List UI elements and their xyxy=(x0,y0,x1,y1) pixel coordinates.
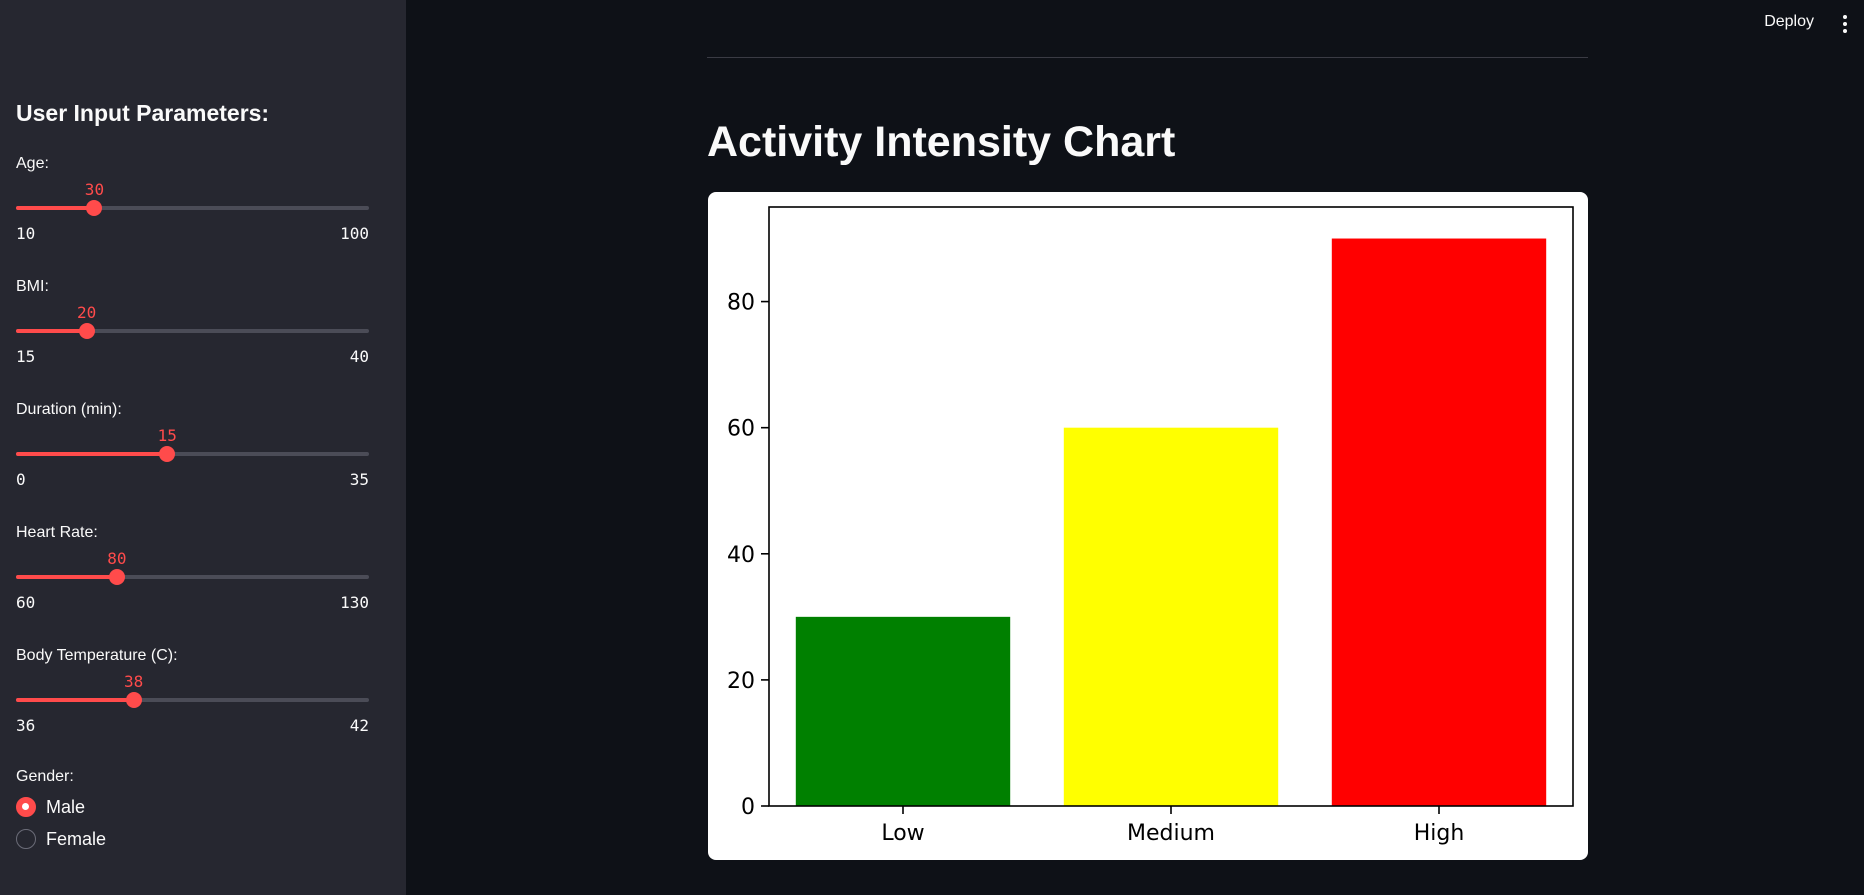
gender-radio-group: Gender: Male Female xyxy=(16,768,106,850)
duration-slider-max: 35 xyxy=(349,470,369,489)
body-temperature-slider-label: Body Temperature (C): xyxy=(16,647,178,664)
deploy-button[interactable]: Deploy xyxy=(1764,13,1814,30)
divider xyxy=(707,57,1588,58)
heart-rate-slider-max: 130 xyxy=(340,593,369,612)
age-slider-min: 10 xyxy=(16,224,36,243)
heart-rate-slider-label: Heart Rate: xyxy=(16,524,98,541)
sidebar: User Input Parameters: Age: 30 10 100 BM… xyxy=(0,0,406,895)
age-slider-fill xyxy=(16,206,95,210)
body-temperature-slider-min: 36 xyxy=(16,716,36,735)
radio-unselected-icon[interactable] xyxy=(16,829,36,849)
duration-slider-track[interactable] xyxy=(16,446,369,462)
gender-option-female[interactable]: Female xyxy=(16,828,106,850)
duration-slider-min: 0 xyxy=(16,470,26,489)
x-tick-label-high: High xyxy=(1414,821,1465,846)
body-temperature-slider[interactable]: Body Temperature (C): 38 36 42 xyxy=(16,647,369,757)
bar-high xyxy=(1331,238,1547,807)
gender-option-female-label: Female xyxy=(46,828,107,849)
bmi-slider-min: 15 xyxy=(16,347,36,366)
gender-option-male[interactable]: Male xyxy=(16,796,106,818)
duration-slider-value: 15 xyxy=(157,426,177,445)
heart-rate-slider[interactable]: Heart Rate: 80 60 130 xyxy=(16,524,369,634)
bmi-slider-track[interactable] xyxy=(16,323,369,339)
age-slider-max: 100 xyxy=(340,224,369,243)
y-tick-label-20: 20 xyxy=(727,669,755,694)
y-tick-label-40: 40 xyxy=(727,543,755,568)
chart-card: 0 20 40 60 80 Low Medium High xyxy=(708,192,1588,860)
duration-slider-label: Duration (min): xyxy=(16,401,122,418)
heart-rate-slider-min: 60 xyxy=(16,593,36,612)
body-temperature-slider-track[interactable] xyxy=(16,692,369,708)
bar-chart: 0 20 40 60 80 Low Medium High xyxy=(727,206,1574,846)
bmi-slider-thumb[interactable] xyxy=(78,323,95,339)
body-temperature-slider-fill xyxy=(16,698,134,702)
duration-slider-fill xyxy=(16,452,168,456)
body-temperature-slider-thumb[interactable] xyxy=(125,692,142,708)
age-slider-track[interactable] xyxy=(16,200,369,216)
bmi-slider-fill xyxy=(16,329,87,333)
age-slider-value: 30 xyxy=(84,180,105,199)
sidebar-title: User Input Parameters: xyxy=(16,100,270,126)
radio-selected-icon[interactable] xyxy=(16,797,36,817)
duration-slider[interactable]: Duration (min): 15 0 35 xyxy=(16,401,369,511)
y-tick-label-60: 60 xyxy=(727,417,755,442)
body-temperature-slider-max: 42 xyxy=(349,716,369,735)
heart-rate-slider-value: 80 xyxy=(107,549,127,568)
heart-rate-slider-thumb[interactable] xyxy=(108,569,125,585)
age-slider-label: Age: xyxy=(16,155,49,172)
heart-rate-slider-track[interactable] xyxy=(16,569,369,585)
bmi-slider-max: 40 xyxy=(349,347,369,366)
page-title: Activity Intensity Chart xyxy=(707,118,1176,166)
heart-rate-slider-fill xyxy=(16,575,117,579)
bmi-slider-value: 20 xyxy=(76,303,97,322)
body-temperature-slider-value: 38 xyxy=(124,672,144,691)
bmi-slider-label: BMI: xyxy=(16,278,49,295)
gender-label: Gender: xyxy=(16,768,74,785)
x-tick-label-low: Low xyxy=(881,821,924,846)
bmi-slider[interactable]: BMI: 20 15 40 xyxy=(16,278,369,388)
bar-medium xyxy=(1063,427,1279,806)
y-tick-label-0: 0 xyxy=(741,795,755,820)
gender-option-male-label: Male xyxy=(46,796,86,817)
x-tick-label-medium: Medium xyxy=(1127,821,1215,846)
kebab-menu-icon[interactable] xyxy=(1840,13,1850,35)
age-slider[interactable]: Age: 30 10 100 xyxy=(16,155,369,265)
y-tick-label-80: 80 xyxy=(727,291,755,316)
age-slider-thumb[interactable] xyxy=(86,200,103,216)
bar-low xyxy=(795,616,1011,806)
duration-slider-thumb[interactable] xyxy=(159,446,176,462)
